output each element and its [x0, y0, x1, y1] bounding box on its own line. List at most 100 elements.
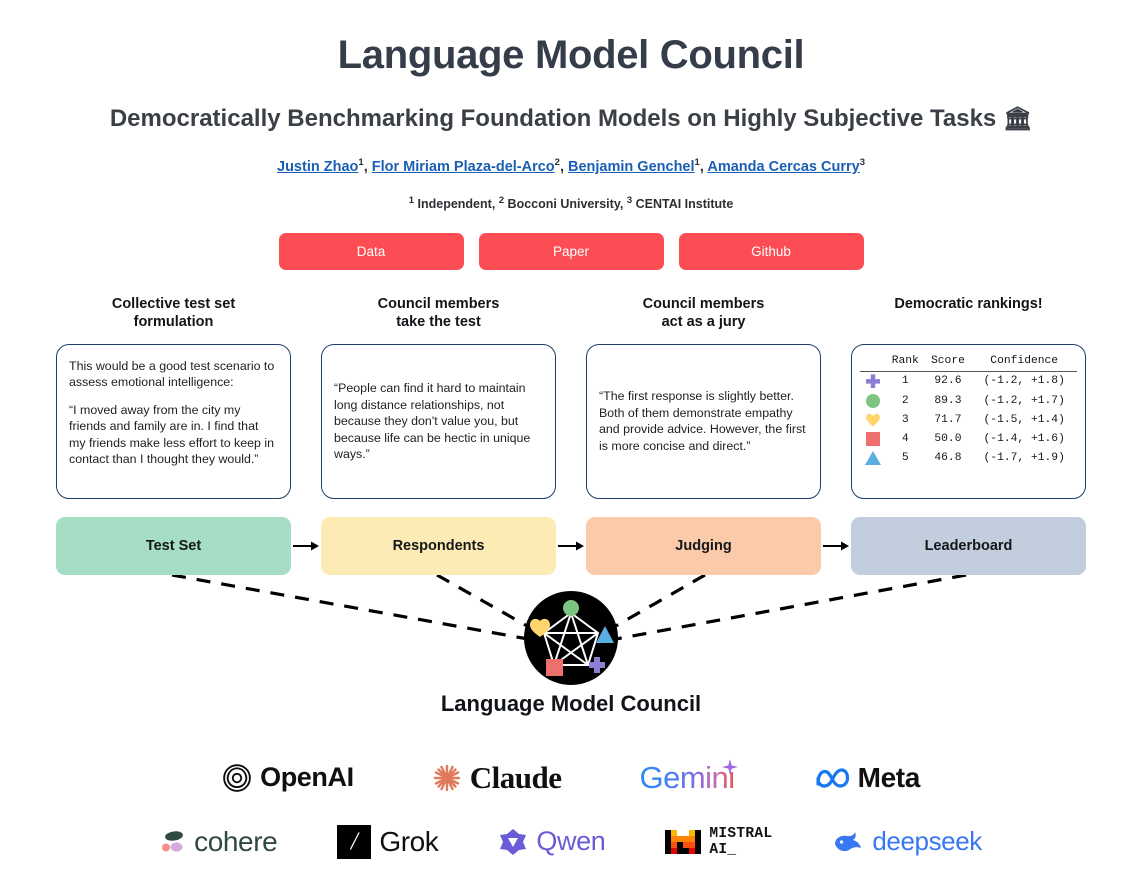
mistral-wordmark: MISTRAL AI_ — [709, 826, 772, 858]
confidence-value: (-1.7, +1.9) — [983, 452, 1065, 465]
pipeline-box-judging: Judging — [586, 516, 821, 575]
stage-card-judging: “The first response is slightly better. … — [586, 343, 821, 499]
stage-card-row: Collective test set formulation This woul… — [0, 295, 1142, 499]
brand-logo-row-1: OpenAI Claude Gemini — [0, 755, 1142, 801]
paper-button[interactable]: Paper — [478, 232, 664, 270]
rankings-card: Rank Score Confidence 1 92.6 (-1.2, +1.8… — [851, 343, 1086, 499]
column-header-rank: Rank — [891, 354, 919, 367]
square-icon — [866, 431, 880, 446]
openai-logo-icon — [223, 763, 251, 792]
brand-claude: Claude — [432, 755, 562, 801]
circle-icon — [563, 599, 579, 616]
author-sup: 1 — [694, 156, 700, 168]
triangle-icon — [596, 625, 614, 643]
rank-value: 3 — [901, 413, 909, 426]
brand-cohere: cohere — [160, 819, 278, 865]
brand-gemini: Gemini — [639, 755, 738, 801]
brand-grok: / Grok — [337, 819, 439, 865]
council-logo-graphic — [530, 599, 614, 676]
stage-heading: Collective test set formulation — [111, 295, 236, 331]
stage-card-test-set: This would be a good test scenario to as… — [56, 343, 291, 499]
brand-qwen: Qwen — [498, 819, 606, 865]
affiliation-list: 1 Independent, 2 Bocconi University, 3 C… — [408, 194, 734, 211]
rankings-heading: Democratic rankings! — [894, 295, 1043, 312]
brand-label: Grok — [379, 825, 439, 857]
stage-heading: Council members take the test — [377, 295, 500, 331]
heart-icon — [866, 413, 880, 427]
brand-openai: OpenAI — [222, 755, 354, 801]
grok-logo-icon: / — [337, 824, 372, 859]
model-icon-cell — [860, 391, 886, 410]
author-list: Justin Zhao1, Flor Miriam Plaza-del-Arco… — [277, 156, 865, 175]
affiliation-sup: 2 — [498, 194, 505, 206]
pipeline-box-respondents: Respondents — [321, 516, 556, 575]
confidence-value: (-1.5, +1.4) — [983, 413, 1065, 426]
score-value: 50.0 — [934, 432, 962, 445]
circle-icon — [866, 393, 880, 408]
council-caption: Language Model Council — [440, 690, 702, 716]
confidence-value: (-1.4, +1.6) — [983, 432, 1065, 445]
claude-logo-icon — [433, 764, 460, 791]
author-sup: 2 — [554, 156, 560, 168]
table-row: 5 46.8 (-1.7, +1.9) — [860, 449, 1077, 468]
rank-value: 5 — [901, 452, 909, 465]
arrow-right-icon — [556, 540, 586, 552]
author-link-3[interactable]: Benjamin Genchel — [568, 159, 695, 175]
brand-label: Meta — [857, 761, 921, 793]
brand-label: cohere — [194, 825, 278, 857]
table-header-row: Rank Score Confidence — [860, 354, 1077, 372]
affiliation-sup: 1 — [408, 194, 415, 206]
brand-logo-section: OpenAI Claude Gemini — [0, 755, 1142, 865]
stage-heading: Council members act as a jury — [642, 295, 765, 331]
affiliation-name: Bocconi University — [507, 196, 620, 211]
pipeline-box-test-set: Test Set — [56, 516, 291, 575]
column-header-icon — [860, 354, 886, 372]
heart-icon — [530, 618, 550, 637]
author-link-2[interactable]: Flor Miriam Plaza-del-Arco — [372, 159, 555, 175]
stage-column-test-set-formulation: Collective test set formulation This woul… — [56, 295, 291, 499]
author-link-4[interactable]: Amanda Cercas Curry — [707, 159, 859, 175]
classical-building-icon: 🏛 — [1002, 105, 1033, 131]
score-value: 71.7 — [934, 413, 962, 426]
score-value: 46.8 — [934, 452, 962, 465]
author-name: Justin Zhao — [277, 158, 359, 175]
rank-value: 2 — [901, 394, 909, 407]
brand-label-secondary: AI_ — [709, 841, 737, 858]
mistral-logo-icon — [665, 829, 702, 854]
brand-label: MISTRAL — [709, 825, 773, 842]
stage-paragraph: “The first response is slightly better. … — [599, 389, 806, 453]
data-button[interactable]: Data — [278, 232, 464, 270]
affiliation-sup: 3 — [626, 194, 633, 206]
brand-logo-row-2: cohere / Grok Qwen — [0, 819, 1142, 865]
model-icon-cell — [860, 449, 886, 468]
column-header-confidence: Confidence — [990, 354, 1059, 367]
council-logo — [524, 590, 618, 685]
model-icon-cell — [860, 371, 886, 391]
table-row: 3 71.7 (-1.5, +1.4) — [860, 410, 1077, 429]
cohere-logo-icon — [162, 831, 184, 852]
author-sup: 1 — [358, 156, 364, 168]
author-name: Flor Miriam Plaza-del-Arco — [371, 158, 555, 175]
brand-meta: Meta — [816, 755, 920, 801]
stage-paragraph: “I moved away from the city my friends a… — [69, 402, 274, 467]
stage-column-take-the-test: Council members take the test “People can… — [321, 295, 556, 499]
stage-card-respondents: “People can find it hard to maintain lon… — [321, 343, 556, 499]
rank-value: 4 — [901, 432, 909, 445]
author-link-1[interactable]: Justin Zhao — [277, 159, 358, 175]
page-subtitle: Democratically Benchmarking Foundation M… — [0, 105, 1142, 134]
confidence-value: (-1.2, +1.7) — [983, 394, 1065, 407]
meta-logo-icon — [816, 768, 849, 788]
arrow-right-icon — [821, 540, 851, 552]
link-button-row: Data Paper Github — [0, 232, 1142, 270]
github-button[interactable]: Github — [678, 232, 864, 270]
column-header-score: Score — [930, 354, 965, 367]
page-title: Language Model Council — [337, 33, 805, 77]
author-name: Amanda Cercas Curry — [707, 158, 860, 175]
pipeline-row: Test Set Respondents Judging Leaderboard — [0, 516, 1142, 575]
brand-deepseek: deepseek — [832, 819, 982, 865]
author-sup: 3 — [859, 156, 865, 168]
brand-label: Gemini — [639, 759, 735, 795]
brand-label: OpenAI — [260, 762, 354, 793]
triangle-icon — [865, 451, 881, 466]
model-icon-cell — [860, 429, 886, 448]
